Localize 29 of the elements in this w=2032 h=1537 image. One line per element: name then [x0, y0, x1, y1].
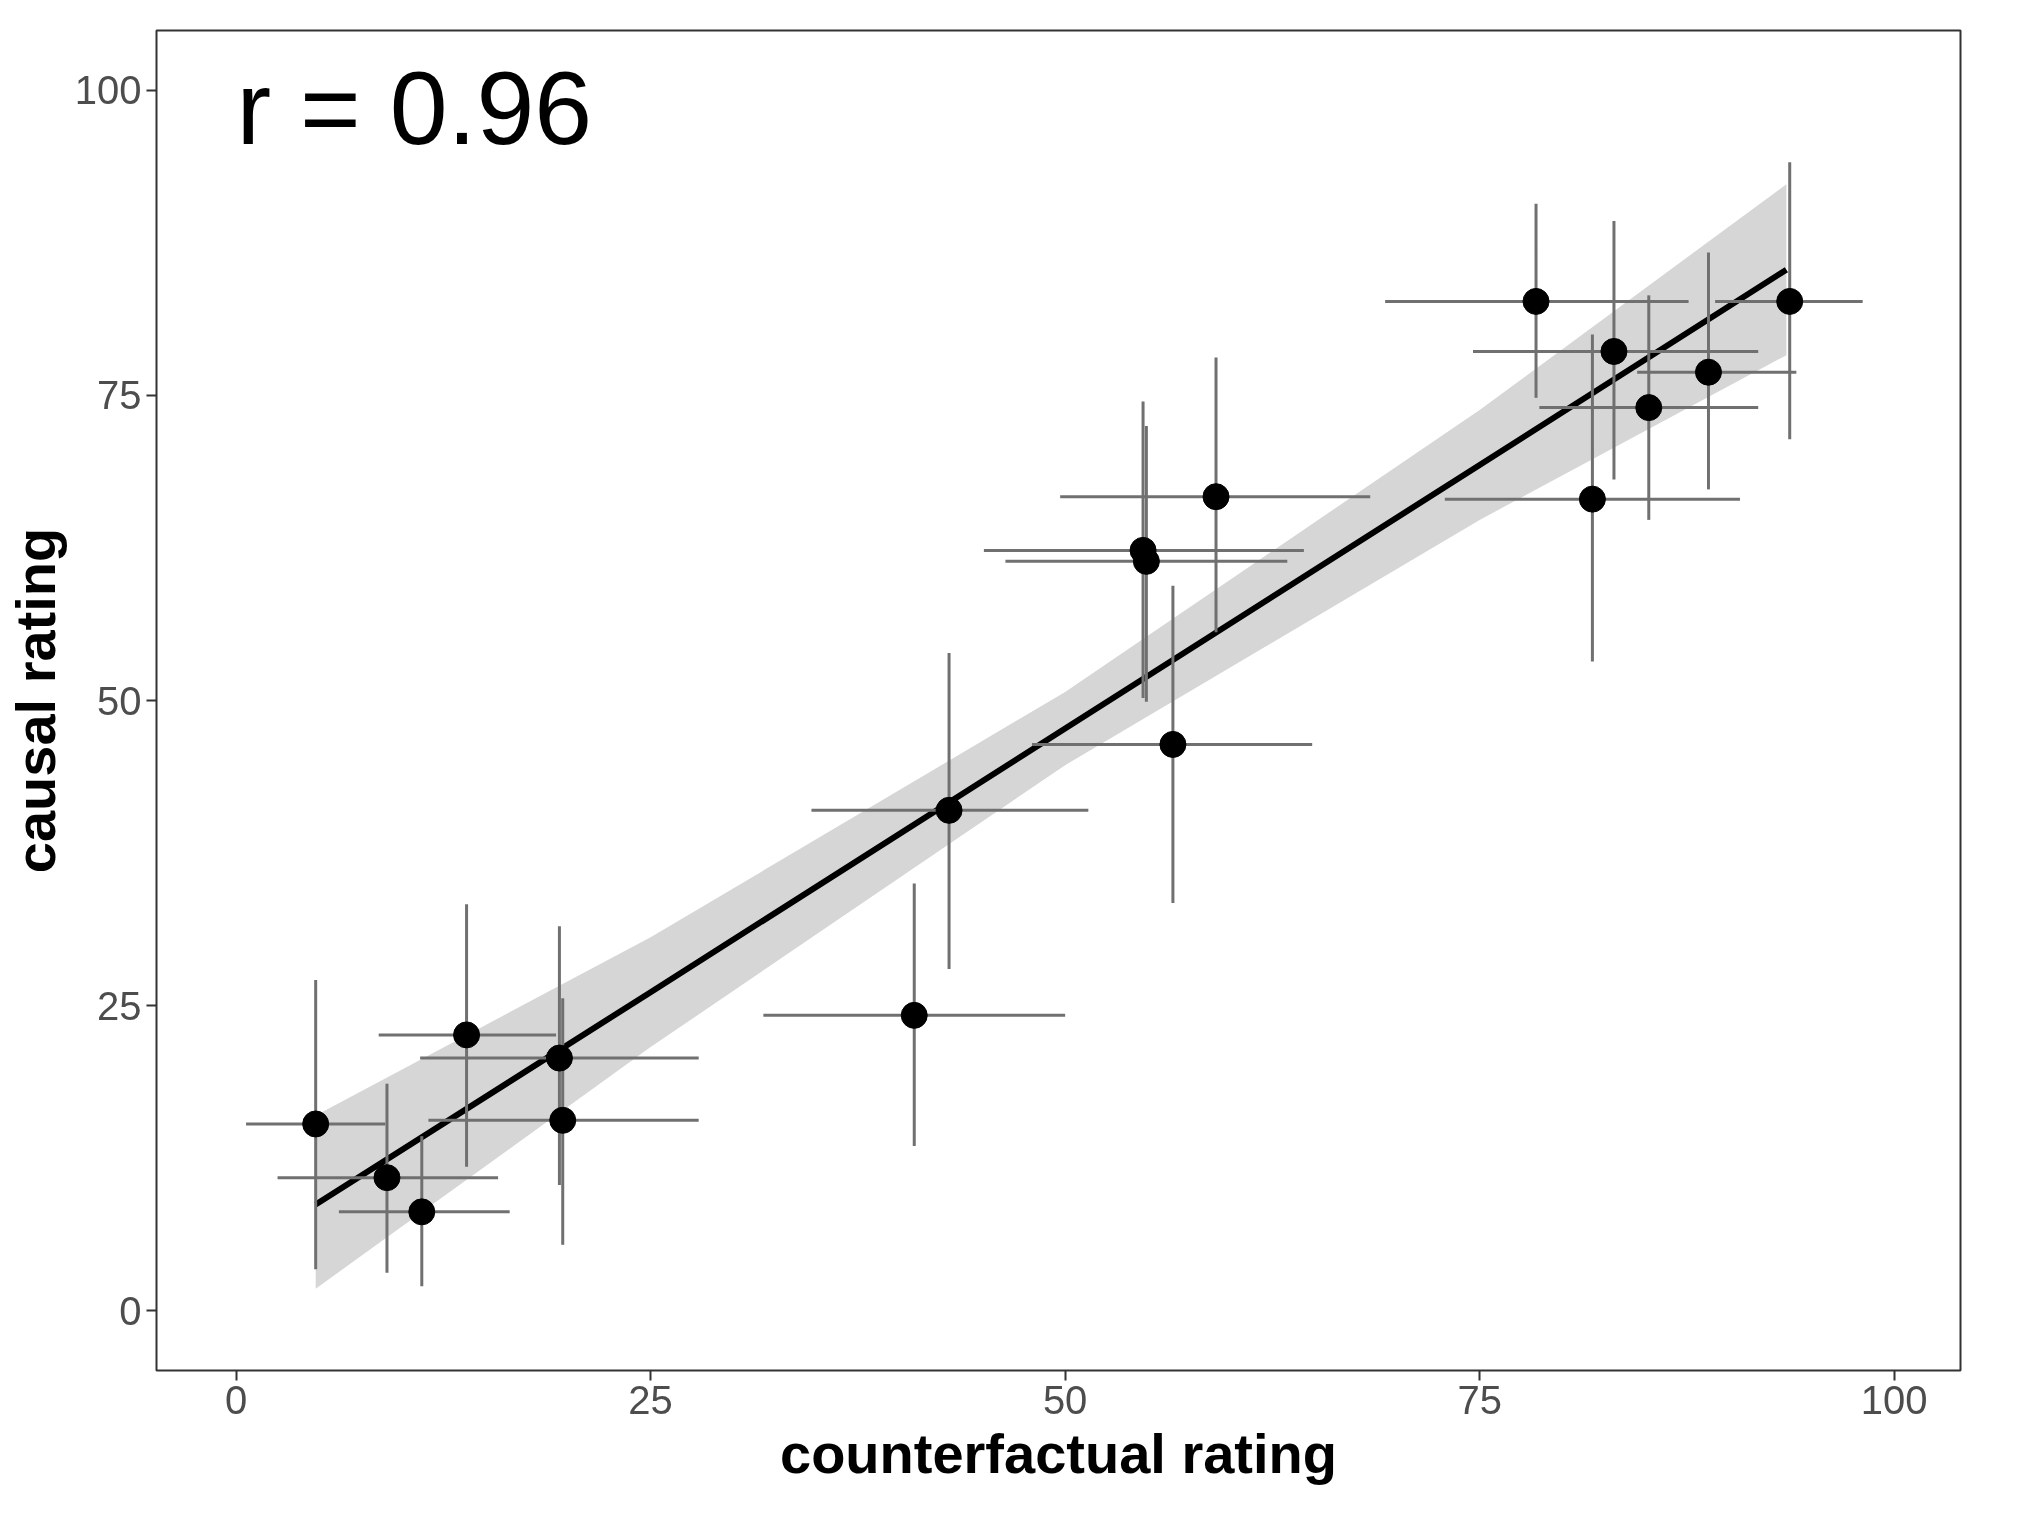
x-tick-label: 0 [224, 1377, 248, 1422]
annotation: r = 0.96 [236, 49, 593, 166]
point [935, 796, 963, 824]
x-tick-label: 75 [1457, 1377, 1502, 1422]
point [1202, 483, 1230, 511]
point [1635, 394, 1663, 422]
y-tick-label: 50 [97, 678, 142, 723]
point [302, 1110, 330, 1138]
point [1600, 337, 1628, 365]
y-tick-label: 0 [119, 1288, 142, 1333]
point [1522, 287, 1550, 315]
point [453, 1021, 481, 1049]
y-tick-label: 25 [97, 983, 142, 1028]
x-tick-label: 25 [628, 1377, 673, 1422]
point [1578, 485, 1606, 513]
x-tick-label: 50 [1042, 1377, 1088, 1422]
point [549, 1106, 577, 1134]
y-tick-label: 100 [74, 68, 142, 113]
point [408, 1198, 436, 1226]
y-axis-title: causal rating [3, 527, 67, 874]
x-axis-title: counterfactual rating [780, 1421, 1337, 1485]
x-tick-label: 100 [1860, 1377, 1928, 1422]
point [545, 1044, 573, 1072]
point [373, 1164, 401, 1192]
y-tick-label: 75 [97, 373, 142, 418]
point [900, 1001, 928, 1029]
point [1159, 730, 1187, 758]
point [1776, 287, 1804, 315]
point [1694, 358, 1722, 386]
